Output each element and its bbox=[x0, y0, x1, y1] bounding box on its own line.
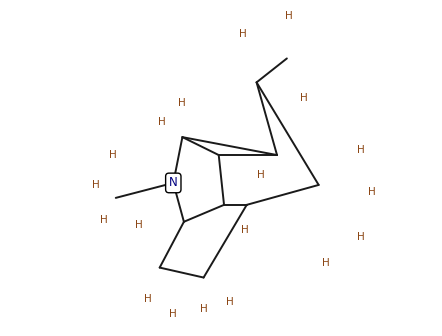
Text: H: H bbox=[285, 11, 292, 20]
Text: H: H bbox=[169, 309, 177, 320]
Text: H: H bbox=[179, 98, 186, 108]
Text: H: H bbox=[200, 304, 207, 314]
Text: H: H bbox=[145, 294, 152, 304]
Text: H: H bbox=[109, 150, 117, 160]
Text: H: H bbox=[256, 170, 264, 180]
Text: H: H bbox=[300, 93, 308, 103]
Text: H: H bbox=[135, 220, 143, 230]
Text: H: H bbox=[322, 258, 330, 268]
Text: N: N bbox=[169, 176, 178, 190]
Text: H: H bbox=[239, 29, 247, 39]
Text: H: H bbox=[226, 297, 234, 307]
Text: H: H bbox=[158, 117, 166, 127]
Text: H: H bbox=[241, 225, 249, 235]
Text: H: H bbox=[91, 180, 99, 190]
Text: H: H bbox=[357, 232, 364, 242]
Text: H: H bbox=[100, 215, 108, 225]
Text: H: H bbox=[357, 145, 364, 155]
Text: H: H bbox=[368, 187, 376, 197]
